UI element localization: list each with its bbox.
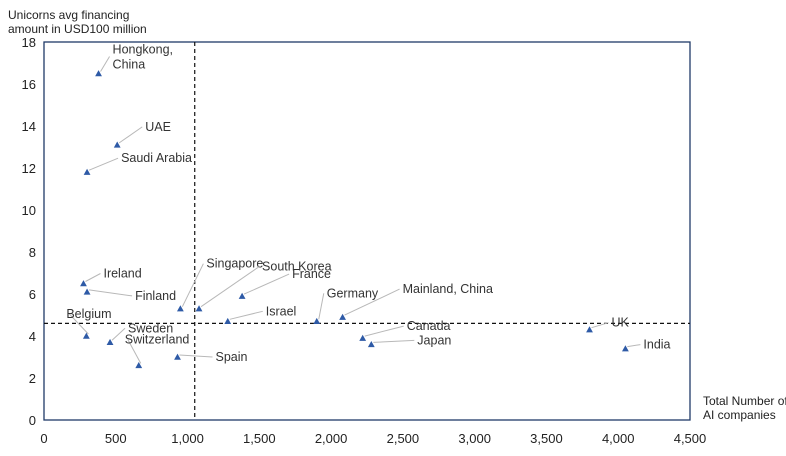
leader-line xyxy=(111,327,126,341)
data-point xyxy=(359,334,367,341)
leader-line xyxy=(100,56,110,72)
data-point xyxy=(622,345,629,352)
x-tick-label: 4,500 xyxy=(674,431,707,446)
point-label: Ireland xyxy=(103,267,141,281)
leader-line xyxy=(181,263,204,307)
y-tick-label: 12 xyxy=(22,161,36,176)
data-point xyxy=(95,70,102,77)
leader-line xyxy=(68,313,89,335)
leader-line xyxy=(127,339,142,364)
leader-line xyxy=(179,354,213,358)
point-label: Sweden xyxy=(128,321,173,335)
x-tick-label: 1,000 xyxy=(171,431,204,446)
leader-line xyxy=(243,273,290,295)
data-point xyxy=(106,338,114,346)
x-tick-label: 3,000 xyxy=(458,431,491,446)
data-point xyxy=(313,317,321,325)
point-label: Israel xyxy=(266,304,297,318)
point-label: Belgium xyxy=(66,307,111,321)
y-tick-label: 2 xyxy=(29,371,36,386)
x-tick-label: 1,500 xyxy=(243,431,276,446)
x-tick-label: 2,500 xyxy=(387,431,420,446)
point-label: Spain xyxy=(216,350,248,364)
x-tick-label: 500 xyxy=(105,431,127,446)
leader-line xyxy=(627,344,641,348)
leader-line xyxy=(200,266,260,308)
data-point xyxy=(80,280,87,287)
point-label: France xyxy=(292,267,331,281)
x-tick-label: 4,000 xyxy=(602,431,635,446)
point-label: UK xyxy=(612,316,630,330)
data-point xyxy=(82,332,90,339)
y-tick-label: 4 xyxy=(29,329,36,344)
y-tick-label: 6 xyxy=(29,287,36,302)
leader-line xyxy=(229,310,263,320)
x-axis-label: Total Number of AI companies xyxy=(703,394,786,422)
data-point xyxy=(83,288,91,295)
plot-frame xyxy=(43,41,691,421)
x-tick-label: 0 xyxy=(40,431,47,446)
y-axis-label: Unicorns avg financing amount in USD100 … xyxy=(8,8,147,36)
point-label: Canada xyxy=(407,319,451,333)
data-point xyxy=(224,317,232,325)
leader-line xyxy=(88,289,133,297)
point-label: Singapore xyxy=(206,257,263,271)
y-tick-label: 14 xyxy=(22,119,36,134)
data-point xyxy=(339,313,346,320)
y-tick-label: 8 xyxy=(29,245,36,260)
leader-line xyxy=(344,288,400,316)
data-point xyxy=(195,305,203,312)
data-point xyxy=(176,305,184,312)
leader-line xyxy=(118,126,143,144)
y-tick-label: 18 xyxy=(22,35,36,50)
data-point xyxy=(113,141,121,148)
y-tick-label: 0 xyxy=(29,413,36,428)
point-label: UAE xyxy=(145,120,171,134)
point-label: Switzerland xyxy=(125,332,190,346)
point-label: Saudi Arabia xyxy=(121,151,192,165)
y-tick-label: 16 xyxy=(22,77,36,92)
point-label: South Korea xyxy=(262,260,332,274)
point-label: Germany xyxy=(327,286,379,300)
leader-line xyxy=(88,157,119,171)
point-label: Japan xyxy=(417,333,451,347)
point-label: India xyxy=(643,338,670,352)
x-tick-label: 3,500 xyxy=(530,431,563,446)
x-tick-label: 2,000 xyxy=(315,431,348,446)
leader-line xyxy=(373,339,415,343)
leader-line xyxy=(591,322,609,329)
leader-line xyxy=(364,325,404,337)
data-point xyxy=(586,326,593,333)
point-label: Hongkong, China xyxy=(113,43,173,72)
data-point xyxy=(367,341,375,348)
y-tick-label: 10 xyxy=(22,203,36,218)
data-point xyxy=(238,292,246,299)
data-point xyxy=(83,168,91,175)
data-point xyxy=(174,353,181,360)
point-label: Finland xyxy=(135,289,176,303)
leader-line xyxy=(318,293,325,320)
leader-line xyxy=(85,273,101,282)
point-label: Mainland, China xyxy=(403,282,493,296)
data-point xyxy=(135,362,143,369)
